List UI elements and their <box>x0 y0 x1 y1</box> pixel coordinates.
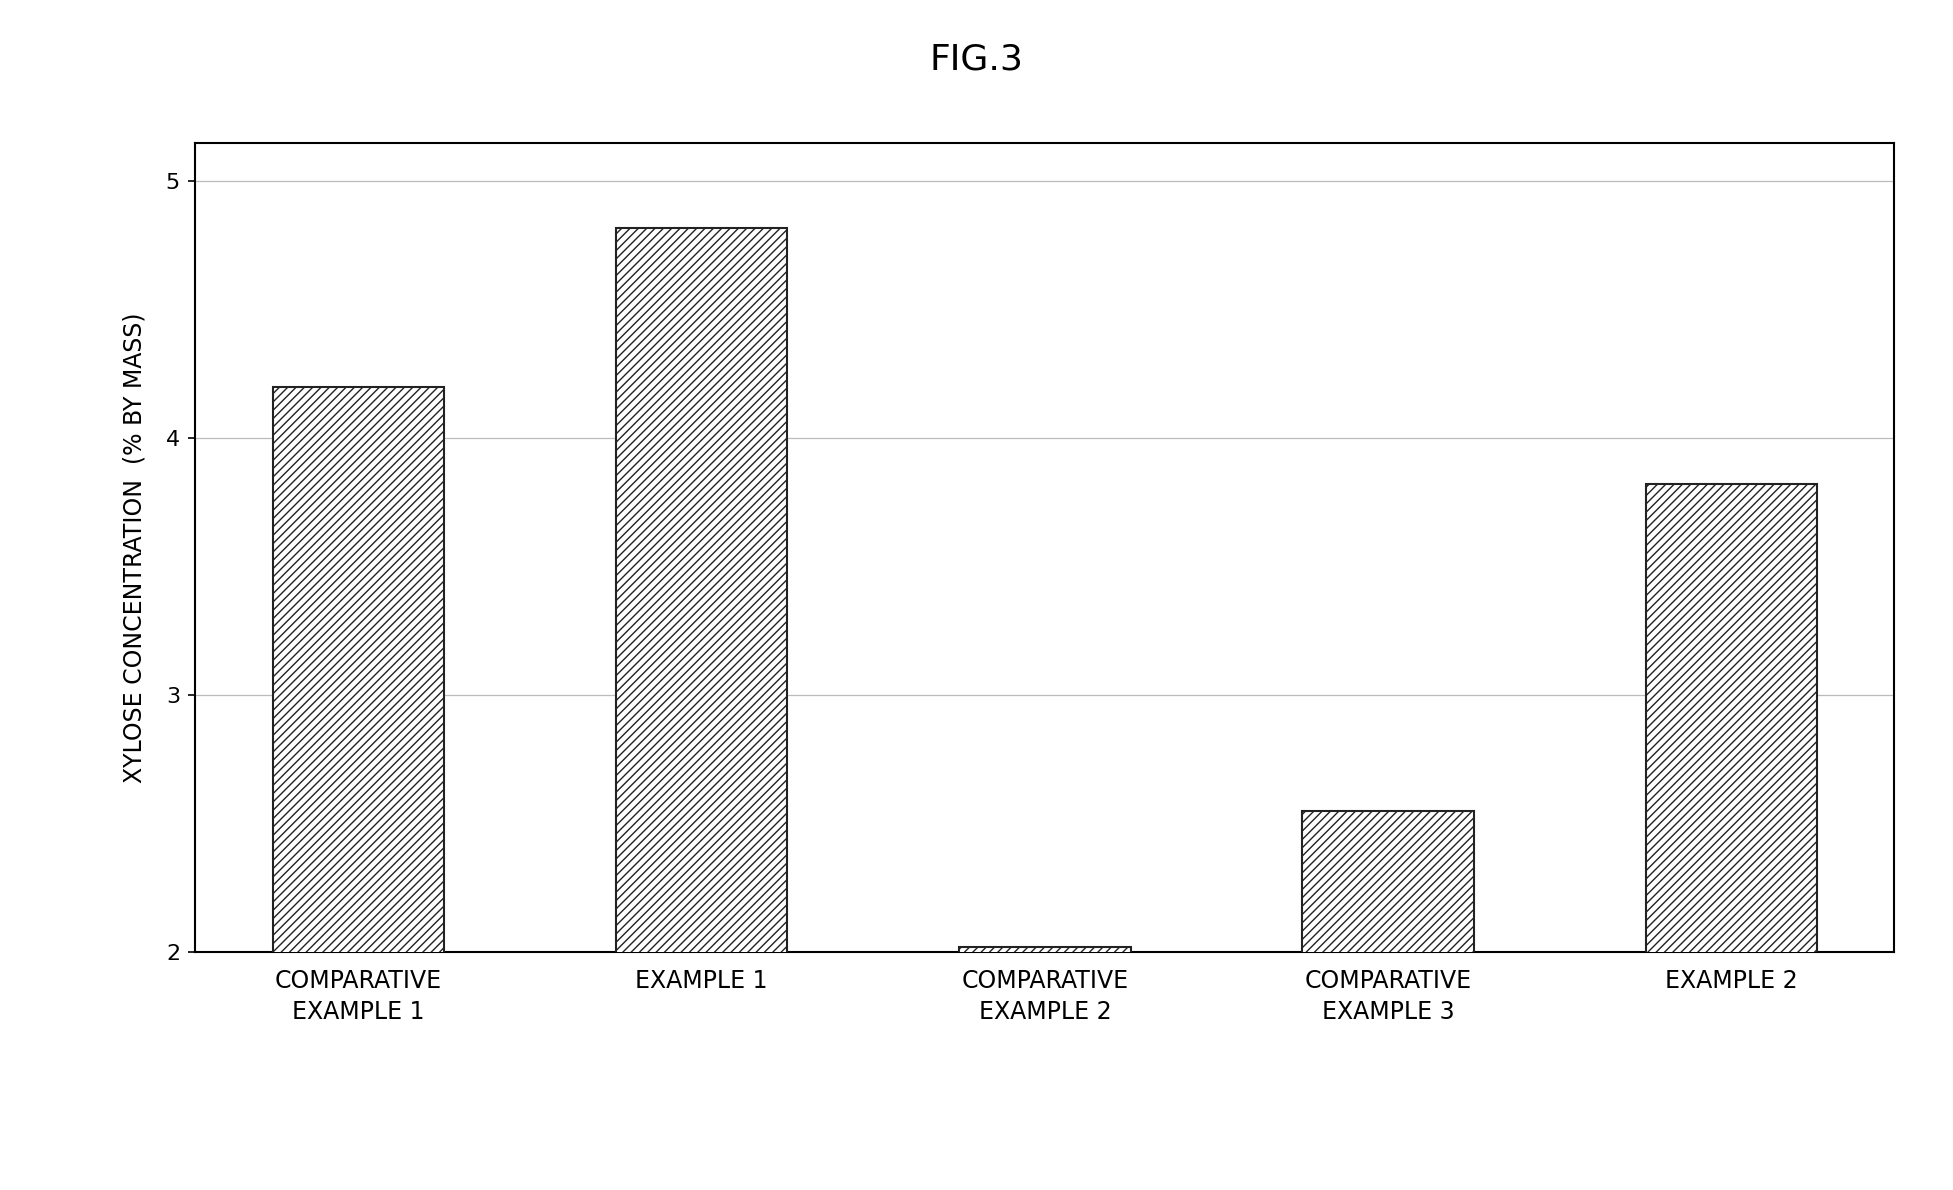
Bar <box>959 947 1131 1190</box>
Y-axis label: XYLOSE CONCENTRATION  (% BY MASS): XYLOSE CONCENTRATION (% BY MASS) <box>123 312 146 783</box>
Bar <box>615 227 787 1190</box>
Text: FIG.3: FIG.3 <box>930 43 1023 76</box>
Bar <box>1303 810 1475 1190</box>
Bar <box>273 387 443 1190</box>
Bar <box>1646 484 1816 1190</box>
